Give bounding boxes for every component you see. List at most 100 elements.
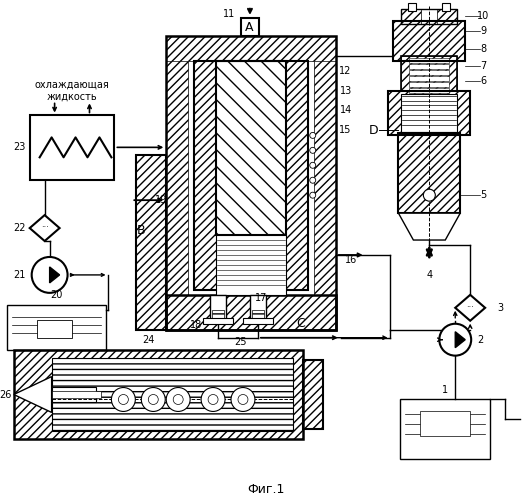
Bar [212, 310, 224, 322]
Text: 8: 8 [480, 44, 486, 54]
Bar [388, 90, 470, 135]
Bar [252, 310, 264, 322]
Bar [402, 9, 457, 24]
Text: 12: 12 [339, 65, 352, 76]
Text: ···: ··· [466, 303, 474, 312]
Circle shape [423, 189, 435, 201]
Bar [52, 391, 102, 399]
Polygon shape [398, 213, 460, 240]
Bar [409, 64, 449, 69]
Text: 14: 14 [339, 105, 352, 115]
Polygon shape [14, 377, 52, 413]
Bar [210, 295, 226, 320]
Circle shape [310, 192, 316, 198]
Circle shape [440, 324, 471, 356]
Circle shape [148, 395, 158, 405]
Text: 24: 24 [142, 335, 154, 345]
Polygon shape [455, 295, 485, 321]
Bar [250, 295, 266, 320]
Bar [203, 318, 233, 324]
Text: A: A [245, 21, 253, 34]
Bar [52, 358, 293, 431]
Bar [394, 21, 465, 61]
Circle shape [119, 395, 129, 405]
Circle shape [166, 388, 190, 412]
Bar [314, 36, 336, 330]
Bar [402, 56, 457, 90]
Circle shape [310, 132, 316, 138]
Bar [388, 90, 470, 135]
Circle shape [310, 177, 316, 183]
Bar [409, 81, 449, 86]
Bar [7, 305, 106, 350]
Polygon shape [455, 332, 465, 348]
Bar [216, 235, 286, 295]
Text: 9: 9 [480, 26, 486, 36]
Text: 15: 15 [339, 125, 352, 135]
Text: 23: 23 [14, 142, 26, 152]
Bar [398, 133, 460, 213]
Text: Фиг.1: Фиг.1 [247, 483, 285, 496]
Circle shape [173, 395, 183, 405]
Circle shape [310, 147, 316, 153]
Bar [409, 75, 449, 80]
Circle shape [208, 395, 218, 405]
Text: 2: 2 [477, 335, 483, 345]
Polygon shape [50, 267, 60, 283]
Bar [398, 133, 460, 213]
Text: 5: 5 [480, 190, 486, 200]
Text: 13: 13 [339, 85, 352, 95]
Circle shape [238, 395, 248, 405]
Text: 25: 25 [235, 337, 247, 347]
Text: 21: 21 [14, 270, 26, 280]
Text: 4: 4 [426, 270, 432, 280]
Bar [14, 350, 303, 439]
Bar [166, 36, 336, 61]
Bar [166, 36, 188, 330]
Bar [402, 93, 457, 132]
Text: 18: 18 [190, 320, 202, 330]
Bar [30, 115, 114, 180]
Bar [394, 21, 465, 61]
Bar [14, 350, 303, 439]
Bar [286, 61, 308, 290]
Text: C: C [296, 317, 305, 330]
Text: охлаждающая
жидкость: охлаждающая жидкость [34, 80, 109, 101]
Text: 26: 26 [0, 390, 12, 400]
Bar [303, 360, 323, 429]
Polygon shape [30, 215, 60, 241]
Bar [136, 155, 166, 330]
Bar [409, 58, 449, 63]
Bar [437, 9, 457, 24]
Circle shape [231, 388, 255, 412]
Bar [166, 295, 336, 330]
Text: 7: 7 [480, 60, 486, 71]
Bar [216, 61, 286, 235]
Bar [166, 295, 336, 330]
Text: 19: 19 [155, 195, 168, 205]
Circle shape [310, 162, 316, 168]
Text: ···: ··· [41, 224, 48, 233]
Bar [166, 36, 336, 330]
Text: 20: 20 [51, 290, 63, 300]
Bar [241, 18, 259, 36]
Bar [402, 56, 457, 90]
Text: 16: 16 [345, 255, 357, 265]
Text: 1: 1 [442, 385, 448, 395]
Bar [136, 155, 166, 330]
Bar [194, 61, 308, 290]
Bar [408, 3, 416, 11]
Bar [37, 320, 72, 338]
Bar [409, 70, 449, 74]
Bar [401, 400, 490, 459]
Bar [402, 9, 422, 24]
Bar [303, 360, 323, 429]
Circle shape [111, 388, 135, 412]
Text: 22: 22 [14, 223, 26, 233]
Bar [216, 61, 286, 235]
Bar [243, 318, 273, 324]
Circle shape [201, 388, 225, 412]
Bar [409, 87, 449, 92]
Text: 10: 10 [477, 11, 489, 21]
Bar [194, 61, 216, 290]
